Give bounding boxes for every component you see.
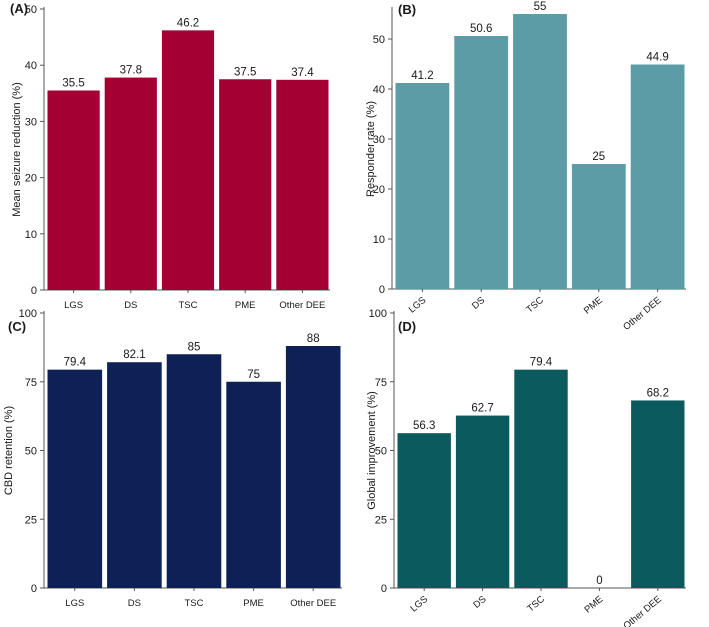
panel-a-y-axis-title: Mean seizure reduction (%) xyxy=(11,82,23,217)
panel-c-bar xyxy=(107,362,162,588)
panel-a-y-tick-label: 30 xyxy=(25,116,37,128)
panel-c-category-label: DS xyxy=(128,598,141,609)
panel-a-category-label: DS xyxy=(124,300,137,311)
panel-d-y-axis-title: Global improvement (%) xyxy=(366,391,378,510)
panel-b-category-label: Other DEE xyxy=(621,295,663,333)
panel-a-bar xyxy=(47,90,100,291)
panel-a-y-tick-label: 50 xyxy=(25,4,37,16)
panel-d-category-label: DS xyxy=(471,594,488,611)
panel-b-y-tick-label: 10 xyxy=(373,234,385,246)
panel-c-category-label: Other DEE xyxy=(290,598,336,609)
panel-d-category-label: PME xyxy=(582,594,605,616)
panel-a-data-label: 35.5 xyxy=(62,77,84,89)
panel-b-category-label: TSC xyxy=(524,295,546,316)
panel-b-data-label: 44.9 xyxy=(646,52,668,64)
panel-d-bar xyxy=(514,369,568,588)
panel-d-category-label: LGS xyxy=(408,594,430,615)
panel-b-category-label: DS xyxy=(470,295,487,312)
panel-c-bar xyxy=(285,346,341,588)
panel-a-category-label: Other DEE xyxy=(279,300,325,311)
panel-c-bar xyxy=(166,354,222,588)
panel-a-y-tick-label: 10 xyxy=(25,229,37,241)
panel-b-data-label: 50.6 xyxy=(470,23,492,35)
panel-d-data-label: 62.7 xyxy=(471,403,493,415)
panel-b-y-tick-label: 20 xyxy=(373,184,385,196)
panel-d-bar xyxy=(455,415,510,588)
panel-b-data-label: 41.2 xyxy=(411,70,433,82)
panel-a-data-label: 37.8 xyxy=(120,65,142,77)
panel-a-bar xyxy=(161,30,215,291)
panel-b-bar xyxy=(571,164,626,289)
panel-b-bar xyxy=(630,64,685,289)
panel-c-data-label: 88 xyxy=(307,333,320,345)
panel-b-bar xyxy=(513,14,567,289)
panel-c-bar xyxy=(47,369,103,588)
panel-c-y-tick-label: 75 xyxy=(25,377,37,389)
panel-b-y-axis-title: Responder rate (%) xyxy=(365,101,377,197)
panel-c-bar xyxy=(226,381,281,588)
panel-c-category-label: LGS xyxy=(65,598,84,609)
panel-a-y-tick-label: 40 xyxy=(25,60,37,72)
panel-c-letter: (C) xyxy=(8,319,26,334)
panel-c-data-label: 75 xyxy=(247,369,260,381)
panel-a-category-label: LGS xyxy=(64,300,83,311)
panel-b-category-label: LGS xyxy=(407,295,429,316)
panel-d-y-tick-label: 75 xyxy=(375,377,387,389)
panel-d-data-label: 68.2 xyxy=(647,387,669,399)
panel-c-data-label: 79.4 xyxy=(64,357,87,369)
panel-d-category-label: Other DEE xyxy=(621,594,663,627)
panel-d-data-label: 79.4 xyxy=(530,357,553,369)
panel-c-y-tick-label: 100 xyxy=(19,308,37,320)
panel-a-bar xyxy=(276,79,329,290)
panel-d-category-label: TSC xyxy=(525,594,547,615)
panel-a-y-tick-label: 0 xyxy=(31,285,37,297)
panel-a-data-label: 37.5 xyxy=(234,66,256,78)
panel-a-data-label: 46.2 xyxy=(177,17,199,29)
panel-c-data-label: 85 xyxy=(188,341,201,353)
panel-a-data-label: 37.4 xyxy=(291,67,314,79)
panel-b-data-label: 55 xyxy=(534,1,547,13)
panel-b-category-label: PME xyxy=(582,295,605,317)
panel-b-bar xyxy=(395,83,450,289)
panel-a-bar xyxy=(219,79,272,290)
panel-c-data-label: 82.1 xyxy=(123,349,145,361)
panel-d-y-tick-label: 25 xyxy=(375,514,387,526)
panel-c-y-tick-label: 0 xyxy=(31,583,37,595)
panel-d-data-label: 56.3 xyxy=(413,420,435,432)
panel-b-y-tick-label: 50 xyxy=(373,34,385,46)
panel-d-data-label: 0 xyxy=(596,575,602,587)
panel-b-y-tick-label: 0 xyxy=(379,284,385,296)
panel-d-letter: (D) xyxy=(398,319,416,334)
panel-d-bar xyxy=(397,433,451,588)
panel-a-category-label: TSC xyxy=(179,300,198,311)
panel-a-category-label: PME xyxy=(235,300,256,311)
panel-d-y-tick-label: 0 xyxy=(381,583,387,595)
panel-b-bar xyxy=(454,36,509,289)
panel-b-letter: (B) xyxy=(398,2,416,17)
panel-c-category-label: PME xyxy=(243,598,264,609)
panel-b-data-label: 25 xyxy=(592,151,605,163)
panel-c-y-tick-label: 50 xyxy=(25,446,37,458)
panel-b-y-tick-label: 30 xyxy=(373,134,385,146)
panel-d-y-tick-label: 50 xyxy=(375,446,387,458)
panel-c-y-tick-label: 25 xyxy=(25,514,37,526)
panel-a-letter: (A) xyxy=(10,1,28,16)
panel-d-bar xyxy=(631,400,685,588)
panel-c-category-label: TSC xyxy=(185,598,204,609)
panel-b-y-tick-label: 40 xyxy=(373,84,385,96)
panel-c-y-axis-title: CBD retention (%) xyxy=(3,406,15,495)
panel-d-y-tick-label: 100 xyxy=(369,308,387,320)
panel-a-bar xyxy=(104,77,157,291)
panel-a-y-tick-label: 20 xyxy=(25,173,37,185)
